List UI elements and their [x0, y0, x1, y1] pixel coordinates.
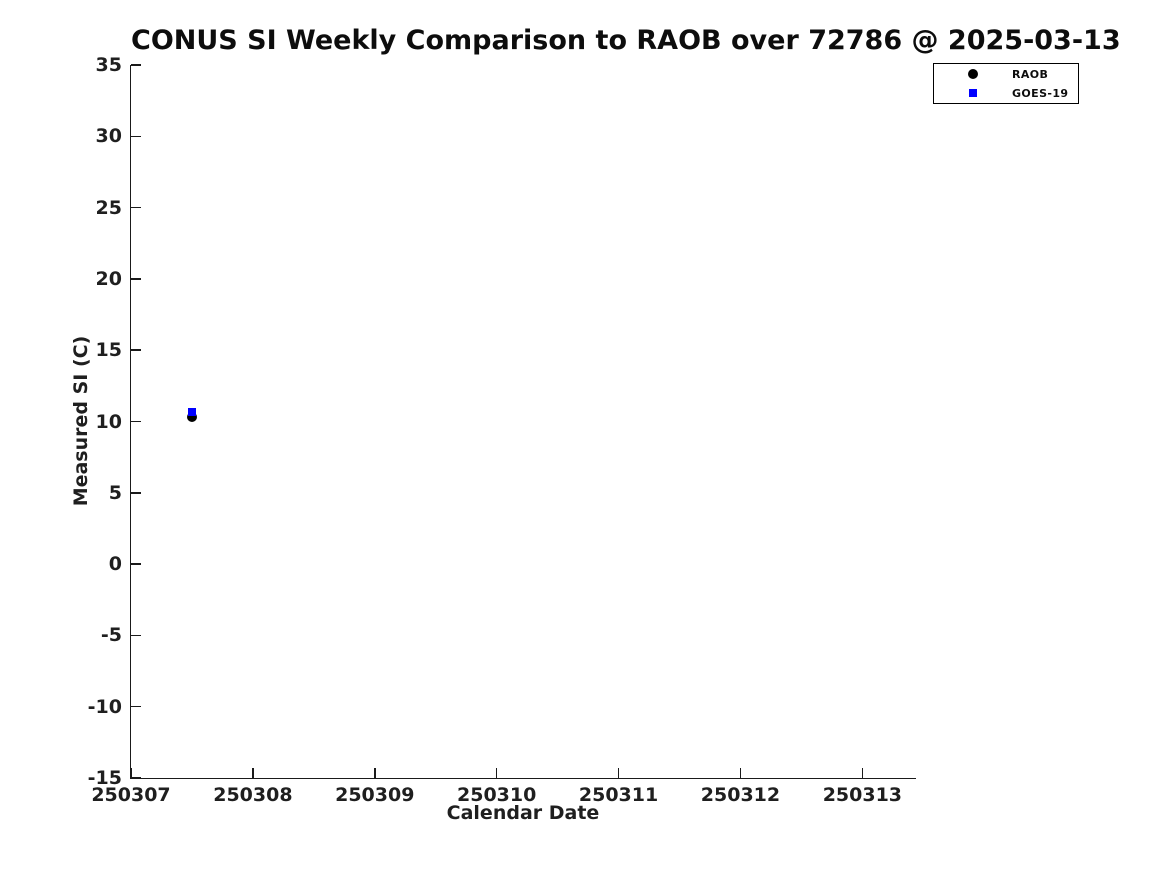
y-tick-label: 30: [95, 125, 122, 148]
y-tick-mark: [131, 206, 141, 209]
y-tick-label: 10: [95, 410, 122, 433]
y-tick-mark: [131, 563, 141, 565]
y-tick-label: -10: [87, 695, 122, 718]
y-tick-mark: [131, 420, 141, 423]
legend-label: GOES-19: [1012, 86, 1069, 100]
y-tick-label: 20: [95, 267, 122, 290]
data-point-goes-19: [187, 407, 196, 416]
x-tick-label: 250309: [335, 784, 415, 806]
x-tick-label: 250307: [91, 784, 171, 806]
y-tick-mark: [131, 492, 141, 494]
x-tick-mark: [373, 768, 376, 778]
x-tick-label: 250311: [578, 784, 659, 806]
x-tick-label: 250308: [213, 784, 293, 806]
x-tick-mark: [617, 768, 620, 778]
x-tick-label: 250312: [700, 784, 781, 806]
y-tick-mark: [131, 705, 141, 708]
y-tick-label: 15: [95, 339, 122, 362]
y-tick-label: -5: [100, 624, 122, 647]
legend-label: RAOB: [1012, 67, 1049, 81]
x-tick-label: 250310: [457, 784, 537, 806]
y-tick-mark: [131, 777, 141, 779]
circle-marker-icon: [968, 69, 978, 79]
y-tick-mark: [131, 278, 141, 280]
plot-area: 35 30 25 20 15 10 5 0 -5 -10 -15 250307 250308 25030…: [88, 55, 916, 806]
y-tick-mark: [131, 634, 141, 637]
y-tick-label: 5: [108, 481, 122, 504]
y-tick-label: -15: [87, 767, 122, 789]
y-tick-label: 25: [95, 196, 122, 219]
x-tick-mark: [130, 768, 132, 778]
x-tick-mark: [861, 768, 864, 778]
legend-marker-col: [934, 89, 1012, 97]
legend-item-goes-19: GOES-19: [934, 84, 1078, 103]
x-tick-mark: [495, 768, 498, 778]
x-tick-mark: [739, 768, 742, 778]
x-axis-label: Calendar Date: [446, 802, 600, 824]
x-tick-mark: [252, 768, 254, 778]
y-tick-mark: [131, 135, 141, 138]
y-tick-label: 0: [108, 553, 122, 576]
data-point-raob: [186, 412, 197, 423]
chart-title: CONUS SI Weekly Comparison to RAOB over …: [131, 25, 1121, 56]
y-tick-label: 35: [95, 54, 122, 76]
legend-item-raob: RAOB: [934, 65, 1078, 84]
legend-marker-col: [934, 69, 1012, 79]
legend: RAOB GOES-19: [933, 63, 1079, 104]
y-tick-mark: [131, 349, 141, 351]
square-marker-icon: [969, 89, 977, 97]
x-tick-label: 250313: [822, 784, 903, 806]
y-tick-mark: [131, 64, 141, 66]
